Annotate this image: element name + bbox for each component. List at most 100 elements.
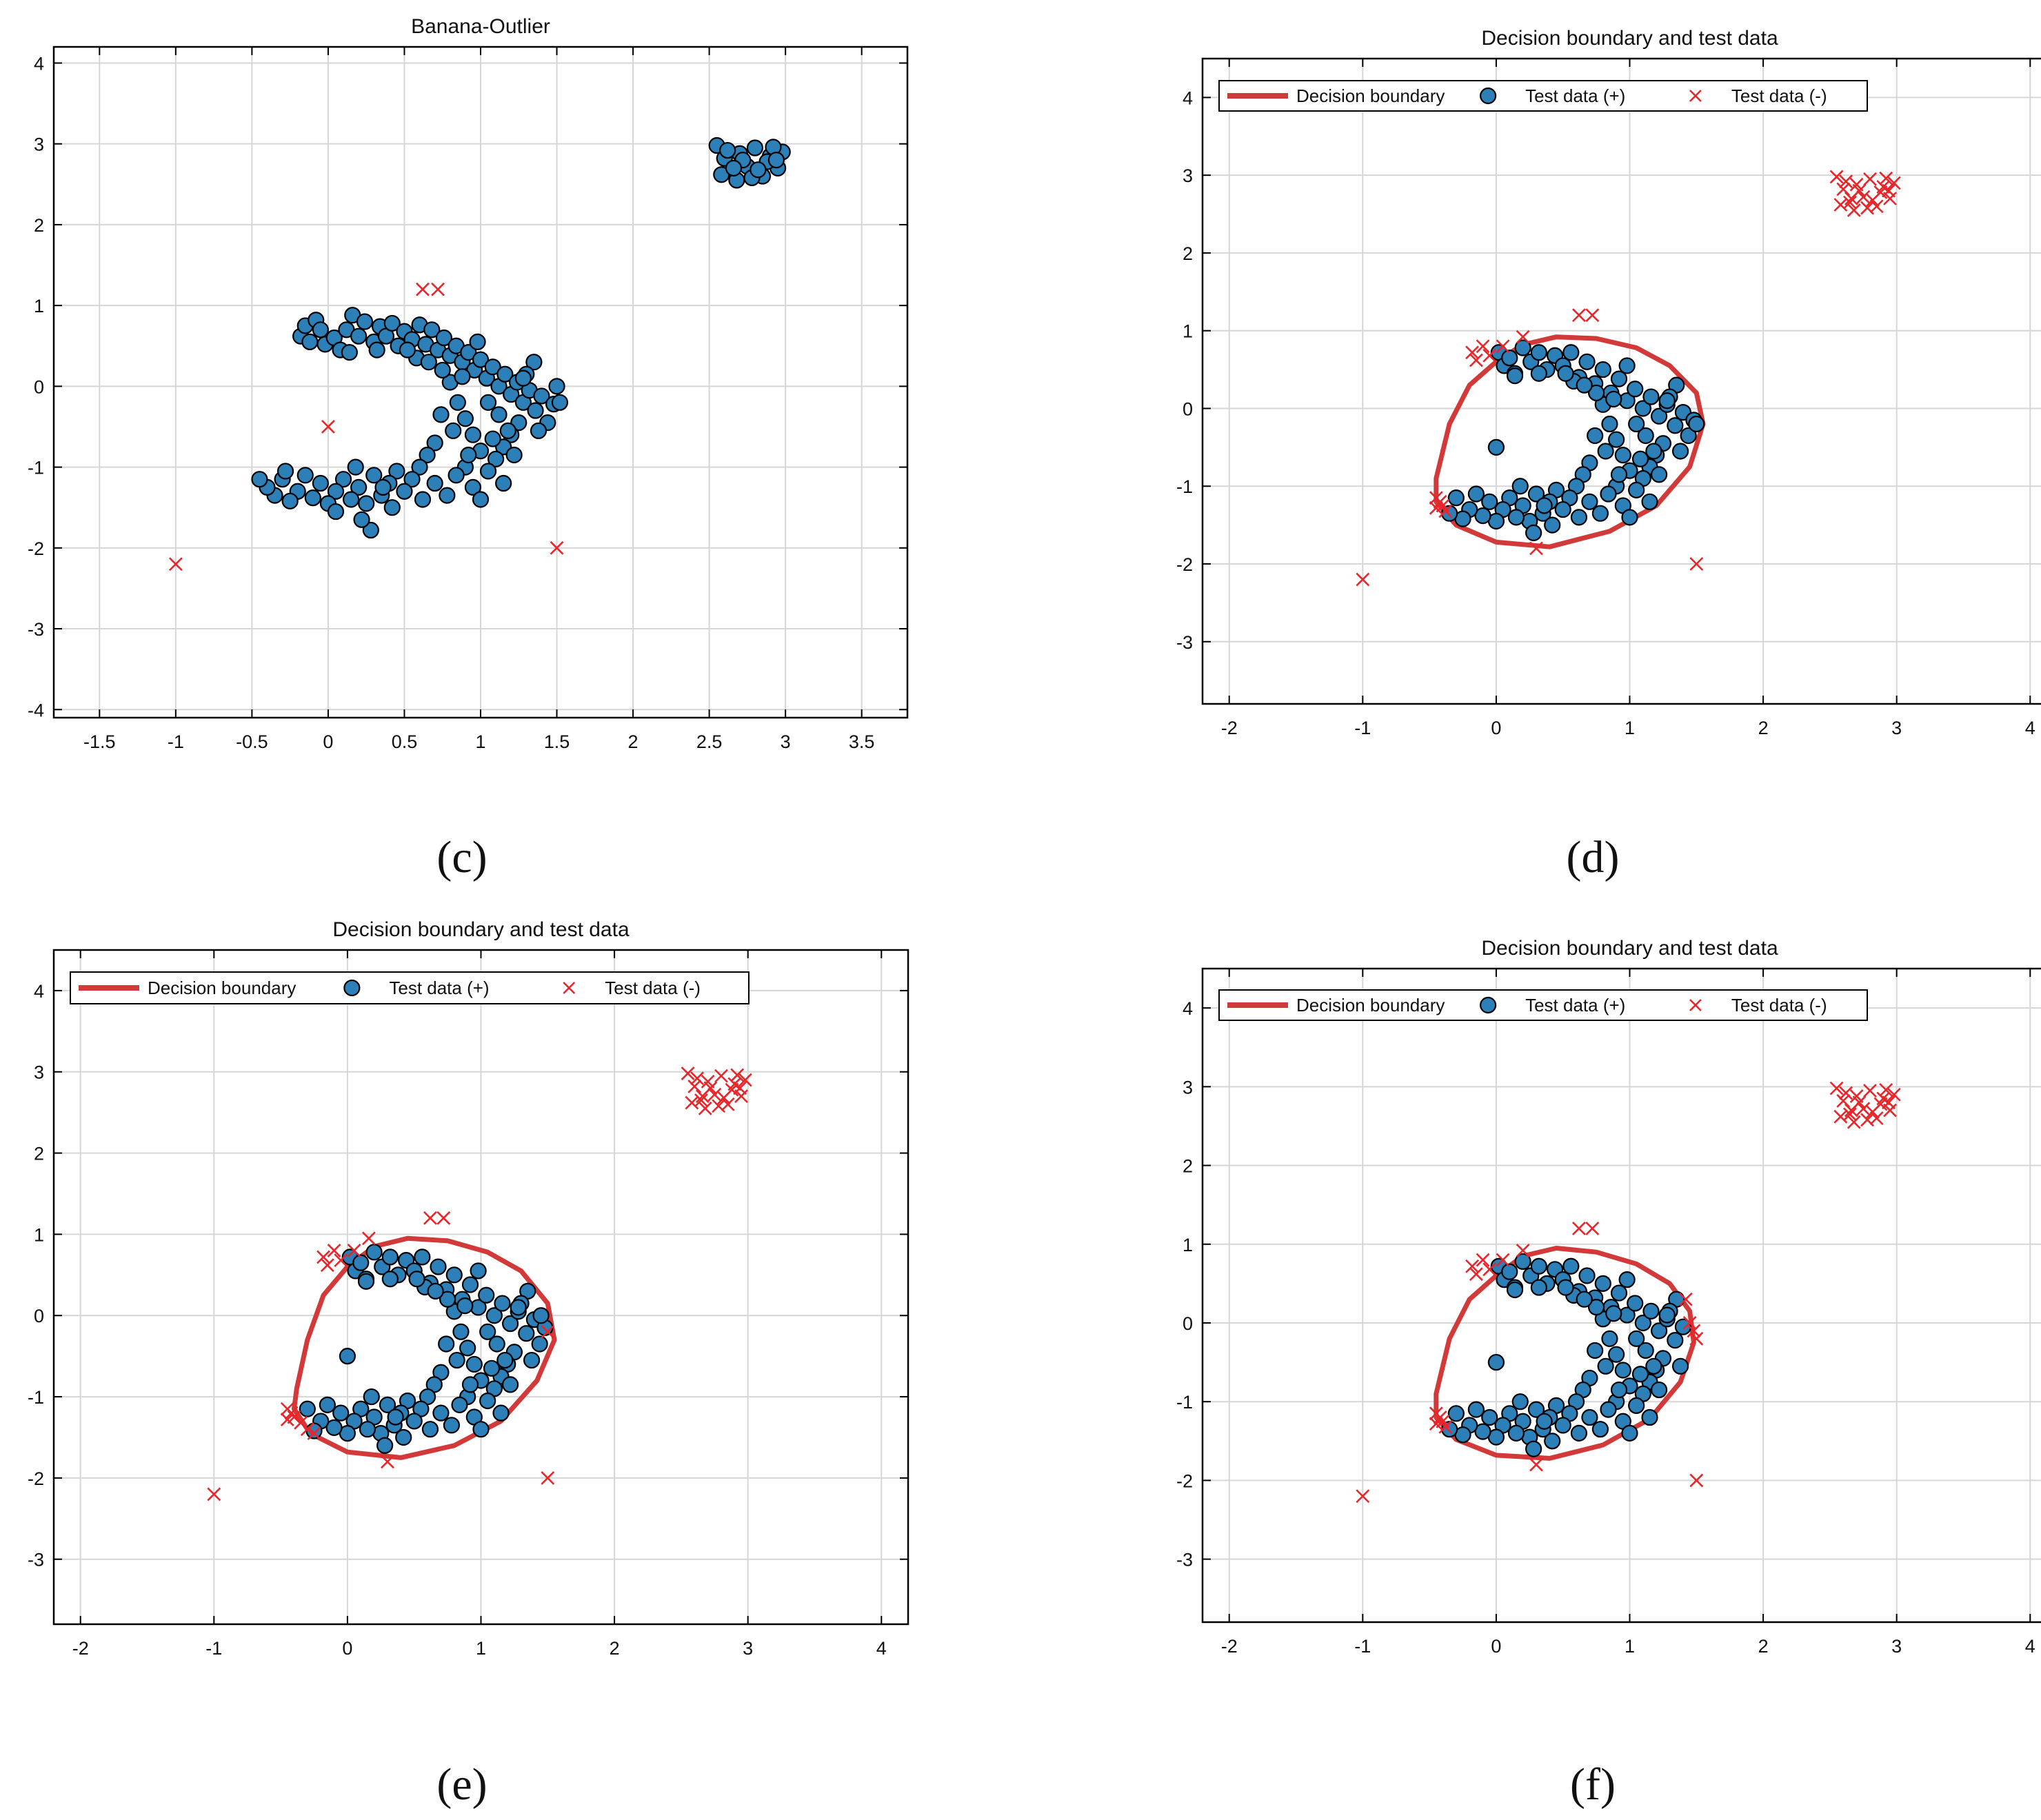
legend-boundary-label: Decision boundary bbox=[1296, 85, 1445, 106]
positive-point bbox=[445, 422, 462, 439]
positive-point bbox=[359, 1421, 376, 1438]
x-tick-label: 0.5 bbox=[392, 731, 418, 752]
positive-point bbox=[1557, 1279, 1574, 1296]
x-tick-label: -0.5 bbox=[236, 731, 268, 752]
negative-point bbox=[712, 1099, 726, 1113]
panel-f: -2 -1 0 1 2 3 4 -3 -2 -1 0 1 2 3 4 Decision boundary an… bbox=[1176, 937, 2041, 1810]
positive-point bbox=[408, 1271, 425, 1288]
decision-boundary-line bbox=[1434, 1246, 1696, 1461]
positive-point bbox=[435, 329, 453, 347]
positive-point bbox=[281, 492, 299, 509]
x-tick-label: 0 bbox=[1491, 718, 1501, 738]
negative-point bbox=[1882, 1095, 1896, 1110]
y-tick-label: 1 bbox=[34, 296, 44, 316]
positive-point bbox=[1618, 1271, 1636, 1288]
negative-point bbox=[361, 1231, 376, 1246]
x-tick-label: -1.5 bbox=[83, 731, 116, 752]
positive-point bbox=[357, 1273, 375, 1290]
legend-negative-swatch bbox=[563, 982, 576, 994]
x-tick-label: 2.5 bbox=[696, 731, 723, 752]
positive-point bbox=[479, 463, 497, 480]
panel-c: -1.5 -1 -0.5 0 0.5 1 1.5 2 2.5 3 3.5 -4 -3 -2 -1 0 1 2 3 4 B… bbox=[28, 15, 909, 882]
x-tick-label: 2 bbox=[1758, 1636, 1769, 1657]
positive-point bbox=[332, 1404, 350, 1422]
positive-point bbox=[505, 446, 523, 464]
positive-point bbox=[1605, 1305, 1622, 1322]
positive-point bbox=[1628, 481, 1645, 498]
negative-point bbox=[207, 1487, 221, 1502]
legend-negative-swatch bbox=[1689, 999, 1702, 1011]
y-tick-label: 2 bbox=[34, 215, 44, 236]
positive-point bbox=[1487, 1353, 1505, 1371]
positive-point bbox=[1597, 443, 1614, 460]
negative-point bbox=[1882, 183, 1896, 198]
positive-point bbox=[1650, 466, 1668, 483]
negative-point bbox=[431, 282, 445, 296]
legend-boundary-label: Decision boundary bbox=[148, 978, 296, 998]
positive-point bbox=[501, 1376, 519, 1393]
positive-point bbox=[1591, 1421, 1609, 1438]
negative-point bbox=[436, 1211, 451, 1225]
y-tick-label: -3 bbox=[1176, 632, 1193, 653]
y-tick-label: 4 bbox=[1183, 88, 1193, 108]
positive-point bbox=[1481, 1408, 1498, 1426]
positive-point bbox=[342, 491, 360, 508]
y-tick-label: 4 bbox=[34, 981, 44, 1002]
y-tick-label: 1 bbox=[34, 1224, 44, 1245]
positive-point bbox=[1658, 392, 1676, 410]
negative-point bbox=[327, 1244, 341, 1257]
positive-point bbox=[304, 489, 321, 507]
positive-point bbox=[403, 471, 421, 488]
negative-point bbox=[1585, 1221, 1600, 1235]
positive-point bbox=[527, 402, 544, 419]
negative-point bbox=[698, 1101, 712, 1115]
positive-point bbox=[1588, 384, 1605, 402]
negative-point bbox=[1879, 1082, 1893, 1097]
positive-point bbox=[379, 1396, 396, 1413]
positive-point bbox=[1610, 466, 1628, 483]
positive-point bbox=[405, 1413, 423, 1430]
positive-point bbox=[1576, 1291, 1593, 1308]
positive-point bbox=[1501, 1263, 1518, 1280]
positive-point bbox=[296, 467, 314, 484]
negative-point bbox=[1847, 203, 1861, 217]
positive-point bbox=[1474, 1423, 1491, 1440]
positive-point bbox=[1658, 1306, 1676, 1324]
positive-point bbox=[461, 1376, 479, 1393]
negative-point bbox=[1572, 1221, 1586, 1235]
y-tick-label: -2 bbox=[28, 1468, 44, 1489]
negative-point bbox=[1829, 170, 1844, 184]
axes-frame bbox=[52, 46, 909, 719]
decision-boundary-line bbox=[292, 1235, 557, 1460]
y-tick-label: -2 bbox=[1176, 554, 1193, 575]
negative-point bbox=[1879, 171, 1893, 185]
negative-point bbox=[1438, 1419, 1453, 1434]
positive-point bbox=[1530, 365, 1547, 382]
positive-point bbox=[327, 503, 345, 520]
y-tick-label: -1 bbox=[28, 1387, 44, 1408]
positive-point bbox=[1642, 388, 1660, 405]
positive-point bbox=[1614, 447, 1631, 464]
positive-point bbox=[1667, 417, 1684, 434]
positive-point bbox=[1642, 1302, 1660, 1320]
negative-point bbox=[1585, 308, 1600, 323]
x-tick-label: 0 bbox=[342, 1638, 352, 1659]
x-tick-label: 1 bbox=[475, 731, 485, 752]
negative-point bbox=[716, 1091, 731, 1105]
y-tick-label: 0 bbox=[1183, 398, 1193, 419]
positive-point bbox=[1610, 370, 1628, 387]
positive-point bbox=[548, 378, 565, 395]
negative-point bbox=[423, 1211, 437, 1225]
panel-d: -2 -1 0 1 2 3 4 -3 -2 -1 0 1 2 3 4 Decision boundary an… bbox=[1176, 27, 2041, 882]
negative-point bbox=[733, 1081, 747, 1095]
positive-point bbox=[459, 1339, 476, 1357]
negative-point bbox=[416, 282, 430, 296]
y-tick-label: 3 bbox=[1183, 165, 1193, 186]
positive-point bbox=[363, 1388, 380, 1406]
positive-point bbox=[1562, 344, 1580, 361]
positive-point bbox=[1600, 485, 1617, 503]
negative-point bbox=[1863, 172, 1877, 186]
positive-point bbox=[496, 365, 514, 383]
positive-point bbox=[319, 1396, 336, 1413]
positive-point bbox=[1667, 1332, 1684, 1349]
